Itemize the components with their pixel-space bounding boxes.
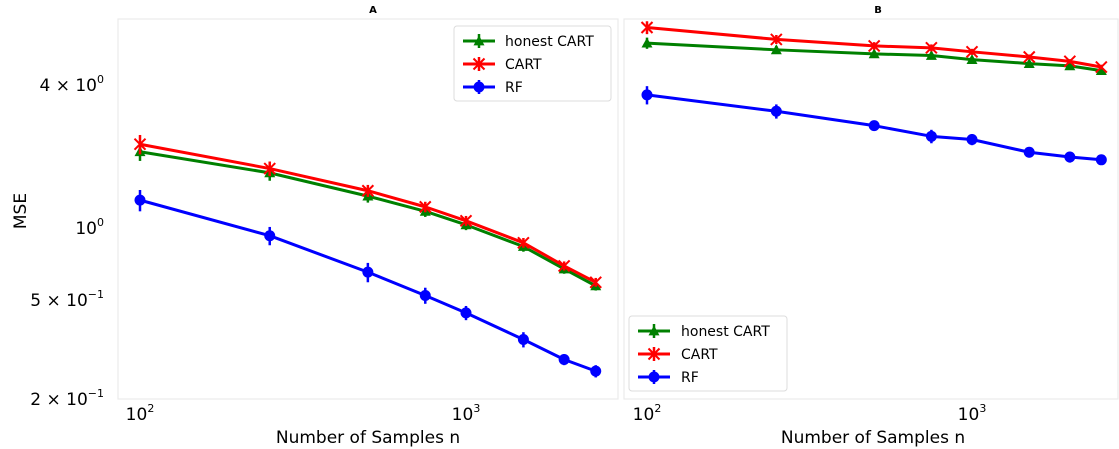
data-point-cart [1023, 50, 1036, 64]
panel-b-legend: honest CART CART RF [628, 315, 788, 392]
legend-marker-honest-cart [648, 325, 660, 336]
legend-label-rf: RF [505, 80, 523, 96]
data-point-rf [517, 334, 529, 346]
legend-marker-cart [647, 347, 661, 361]
panel-a-y-axis-label: MSE [11, 193, 31, 229]
data-point-cart [517, 236, 530, 250]
panel-a-x-axis-label: Number of Samples n [276, 428, 460, 448]
legend-box [453, 25, 612, 102]
legend-label-rf: RF [681, 370, 699, 386]
x-tick-label: 102 [126, 402, 155, 425]
data-point-rf [1095, 154, 1107, 166]
panel-b-frame [623, 18, 1119, 400]
x-tick-label: 103 [452, 402, 481, 425]
data-point-rf [868, 120, 880, 132]
data-point-cart [1063, 55, 1077, 68]
data-point-rf [134, 194, 146, 206]
data-point-cart [925, 41, 938, 55]
data-point-cart [419, 200, 432, 214]
legend-box [628, 315, 788, 392]
data-point-honest-cart [1064, 60, 1076, 71]
data-point-cart [133, 138, 147, 151]
data-point-rf [641, 89, 653, 101]
panel-a-plot-area [133, 134, 602, 378]
series-line-honest-cart [646, 41, 1102, 73]
panel-b-x-tick-labels: 102 103 [633, 402, 987, 425]
data-point-rf [966, 134, 978, 146]
data-point-rf [264, 230, 276, 242]
series-line-cart [646, 26, 1102, 69]
data-point-cart [589, 276, 602, 289]
data-point-honest-cart [1095, 65, 1107, 75]
panel-a-title: A [369, 5, 377, 16]
data-point-cart [1095, 60, 1108, 74]
legend-label-cart: CART [505, 57, 542, 73]
data-point-honest-cart [966, 54, 978, 64]
data-point-cart [263, 162, 276, 175]
data-point-cart [770, 33, 783, 46]
legend-marker-cart [472, 57, 486, 71]
series-line-honest-cart [139, 150, 597, 288]
legend-marker-rf [648, 371, 660, 383]
legend-label-honest-cart: honest CART [505, 34, 594, 50]
data-point-cart [965, 45, 979, 59]
panel-b: B 102 103 Number of Samples n honest CAR… [623, 5, 1119, 448]
y-tick-label: 4 × 100 [39, 73, 104, 96]
y-tick-label: 100 [75, 216, 104, 239]
data-point-rf [770, 105, 782, 117]
legend-markers [463, 34, 495, 94]
data-point-rf [925, 130, 937, 142]
series-line-cart [139, 142, 597, 284]
data-point-honest-cart [868, 48, 880, 59]
data-point-rf [590, 365, 602, 377]
data-point-rf [362, 266, 374, 278]
data-point-honest-cart [641, 37, 653, 48]
data-point-cart [459, 214, 473, 228]
x-tick-label: 103 [958, 402, 987, 425]
panel-a-x-tick-labels: 102 103 [126, 402, 481, 425]
data-point-cart [640, 21, 654, 34]
data-point-cart [867, 39, 881, 53]
panel-a-y-tick-labels: 4 × 100 100 5 × 10−1 2 × 10−1 [30, 73, 104, 410]
panel-b-title: B [874, 5, 882, 16]
legend-markers [638, 324, 670, 384]
panel-a: A 4 × 100 100 5 × 10−1 2 × 10−1 102 103 … [11, 5, 619, 448]
data-point-cart [557, 259, 571, 273]
data-point-rf [419, 289, 431, 301]
panel-a-legend: honest CART CART RF [453, 25, 612, 102]
data-point-cart [361, 184, 375, 197]
series-line-rf [139, 198, 597, 373]
data-point-honest-cart [770, 44, 782, 55]
legend-label-honest-cart: honest CART [681, 324, 770, 340]
x-tick-label: 102 [633, 402, 662, 425]
data-point-rf [558, 354, 570, 366]
y-tick-label: 5 × 10−1 [30, 288, 104, 311]
panel-a-frame [117, 18, 619, 400]
legend-label-cart: CART [681, 347, 718, 363]
data-point-rf [1064, 151, 1076, 163]
data-point-honest-cart [925, 50, 937, 60]
data-point-rf [1023, 146, 1035, 158]
y-tick-label: 2 × 10−1 [30, 387, 104, 410]
series-line-rf [646, 93, 1102, 162]
panel-b-x-axis-label: Number of Samples n [781, 428, 965, 448]
legend-marker-honest-cart [473, 35, 485, 46]
data-point-honest-cart [1023, 58, 1035, 68]
panel-b-plot-area [640, 21, 1108, 166]
data-point-rf [460, 307, 472, 319]
legend-marker-rf [473, 81, 485, 93]
